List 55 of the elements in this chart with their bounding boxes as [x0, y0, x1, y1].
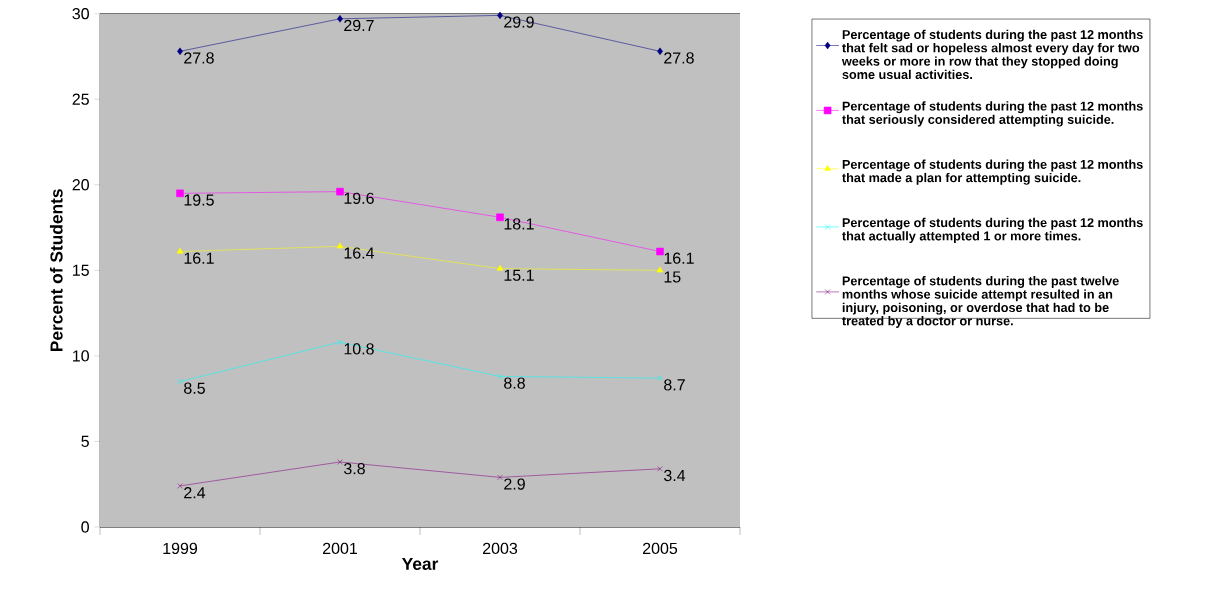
y-tick-label: 20 [72, 179, 89, 191]
y-tick-label: 0 [81, 521, 89, 533]
legend-label: Percentage of students during the past 12 months that actually attempted 1 or more times. [842, 217, 1143, 243]
x-tick-label: 2005 [643, 542, 678, 555]
point [337, 459, 343, 465]
data-label: 27.8 [664, 52, 694, 64]
data-label: 16.4 [344, 247, 375, 259]
legend-label: Percentage of students during the past 12 months that made a plan for attempting suicide. [842, 159, 1143, 185]
data-label: 29.9 [504, 16, 534, 28]
point [496, 213, 504, 222]
data-label: 15 [664, 271, 681, 283]
x-axis-title: Year [401, 557, 439, 570]
data-label: 27.8 [184, 52, 214, 64]
point [657, 466, 663, 472]
y-tick-label: 10 [73, 350, 89, 362]
legend-label: Percentage of students during the past 12 months that seriously considered attempting suicide. [842, 101, 1143, 127]
point [176, 189, 184, 198]
point [336, 242, 344, 249]
point [656, 247, 664, 256]
legend-label: Percentage of students during the past twelve months whose suicide attempt resulted in an injury, poisoning, or overdose that had to be treated by a doctor or nurse. [842, 276, 1119, 328]
y-axis-title: Percent of Students [49, 189, 63, 352]
data-label: 15.1 [504, 269, 534, 281]
data-label: 18.1 [504, 218, 534, 230]
data-label: 2.9 [504, 478, 525, 490]
data-label: 8.8 [504, 377, 525, 389]
x-tick-label: 2003 [483, 542, 518, 555]
point [656, 266, 664, 273]
point [176, 247, 184, 254]
point [337, 15, 343, 23]
point [336, 187, 344, 196]
y-tick-label: 15 [73, 264, 89, 276]
data-label: 10.8 [344, 343, 374, 355]
point [657, 375, 663, 381]
point [177, 483, 183, 489]
point [337, 339, 343, 345]
data-label: 8.7 [664, 379, 685, 391]
data-label: 19.5 [184, 194, 214, 206]
y-tick-label: 30 [72, 8, 89, 20]
data-label: 19.6 [344, 192, 374, 204]
data-label: 3.8 [343, 462, 365, 475]
point [497, 373, 503, 380]
data-label: 16.1 [184, 252, 214, 264]
y-tick-label: 25 [72, 93, 89, 105]
point [496, 264, 504, 271]
point [497, 474, 503, 481]
y-tick-label: 5 [81, 435, 89, 448]
data-label: 8.5 [184, 382, 205, 394]
x-tick-label: 2001 [323, 542, 358, 555]
data-label: 2.4 [184, 487, 206, 499]
data-label: 16.1 [664, 252, 694, 264]
legend-label: Percentage of students during the past 12 months that felt sad or hopeless almost every day for two weeks or more in row that they stopped doing some usual activities. [841, 29, 1143, 80]
data-label: 3.4 [663, 469, 686, 482]
x-tick-label: 1999 [163, 542, 198, 555]
point [177, 378, 183, 385]
data-label: 29.7 [344, 19, 374, 32]
